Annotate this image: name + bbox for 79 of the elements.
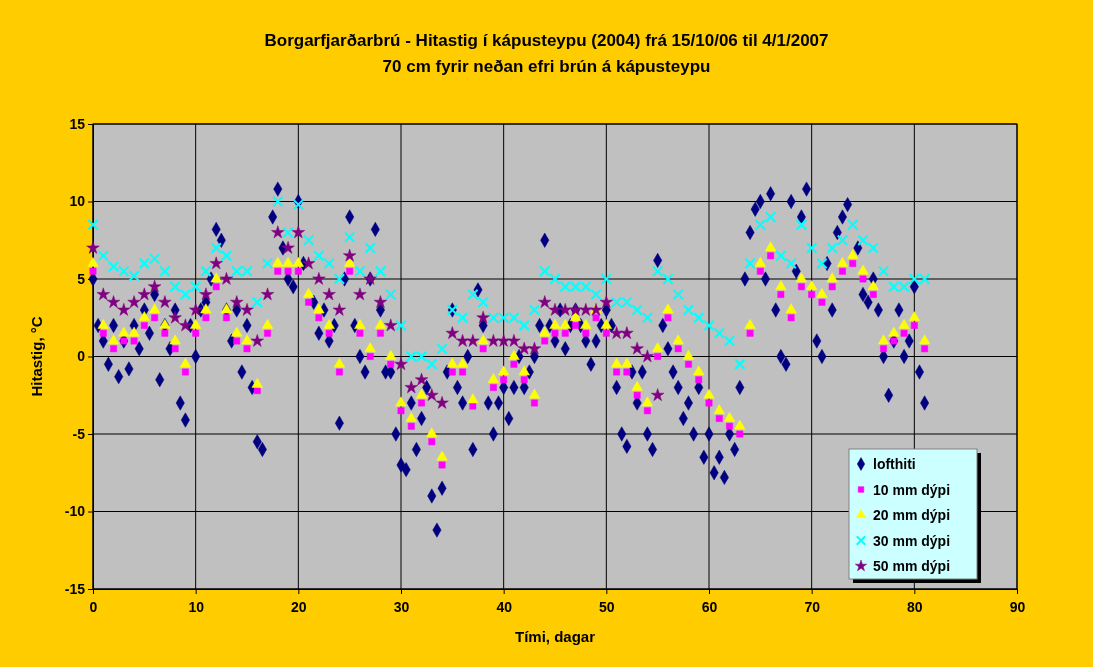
point xyxy=(302,256,316,270)
point xyxy=(240,303,254,316)
x-tick-label: 30 xyxy=(393,599,410,616)
point xyxy=(219,272,234,285)
point xyxy=(271,225,285,239)
chart-subtitle: 70 cm fyrir neðan efri brún á kápusteypu xyxy=(382,57,711,76)
point xyxy=(322,287,336,301)
legend-label: 10 mm dýpi xyxy=(873,481,951,498)
legend-label: lofthiti xyxy=(873,456,916,472)
point xyxy=(599,295,613,308)
point xyxy=(353,287,367,301)
y-axis-title: Hitastig, °C xyxy=(28,316,45,397)
point xyxy=(640,349,654,363)
y-tick-label: 0 xyxy=(77,348,86,365)
point xyxy=(106,295,121,308)
point xyxy=(86,241,100,254)
point xyxy=(127,295,141,308)
y-tick-label: 15 xyxy=(69,115,86,132)
point xyxy=(148,279,162,293)
point xyxy=(199,287,213,301)
point xyxy=(260,287,275,301)
y-tick-label: -10 xyxy=(64,503,86,520)
point xyxy=(230,295,244,308)
x-tick-label: 60 xyxy=(701,599,718,616)
x-tick-label: 50 xyxy=(599,599,615,616)
point xyxy=(178,318,192,332)
point xyxy=(579,303,593,316)
point xyxy=(558,303,572,316)
point xyxy=(497,334,511,347)
point xyxy=(332,303,346,316)
point xyxy=(281,241,295,254)
point xyxy=(630,341,644,355)
x-tick-label: 90 xyxy=(1009,599,1026,616)
point xyxy=(538,295,552,308)
point xyxy=(250,334,264,347)
point xyxy=(620,326,634,339)
x-axis-title: Tími, dagar xyxy=(514,628,596,645)
point xyxy=(610,326,624,339)
point xyxy=(435,396,449,409)
point xyxy=(189,303,203,316)
point xyxy=(373,295,388,308)
x-tick-label: 70 xyxy=(804,599,821,616)
legend-label: 50 mm dýpi xyxy=(873,558,951,574)
point xyxy=(96,287,110,301)
point xyxy=(476,310,490,324)
y-tick-label: -5 xyxy=(72,425,86,442)
legend-label: 30 mm dýpi xyxy=(873,532,951,549)
point xyxy=(507,334,521,347)
x-tick-label: 20 xyxy=(291,599,307,616)
point xyxy=(425,388,439,401)
point xyxy=(168,310,182,324)
y-tick-label: 10 xyxy=(69,193,86,210)
point xyxy=(456,334,470,347)
point xyxy=(466,334,480,347)
point xyxy=(517,341,531,355)
x-tick-label: 0 xyxy=(89,599,98,616)
x-tick-label: 10 xyxy=(188,599,205,616)
point xyxy=(404,380,418,394)
point xyxy=(548,303,562,316)
point xyxy=(209,256,223,270)
point xyxy=(651,388,665,401)
point xyxy=(291,225,305,239)
point xyxy=(343,248,357,262)
x-tick-label: 40 xyxy=(496,599,513,616)
point xyxy=(137,287,151,301)
point xyxy=(394,357,408,370)
x-tick-label: 80 xyxy=(907,599,923,616)
point xyxy=(117,303,131,316)
point xyxy=(527,341,542,355)
point xyxy=(486,334,500,347)
legend-label: 20 mm dýpi xyxy=(873,507,951,523)
point xyxy=(384,318,398,332)
y-tick-label: -15 xyxy=(64,580,86,597)
point xyxy=(312,272,326,285)
point xyxy=(445,326,459,339)
chart-title: Borgarfjarðarbrú - Hitastig í kápusteypu (2004) frá 15/10/06 til 4/1/2007 xyxy=(264,31,829,50)
point xyxy=(158,295,172,308)
point xyxy=(414,372,429,386)
y-tick-label: 5 xyxy=(77,270,86,287)
